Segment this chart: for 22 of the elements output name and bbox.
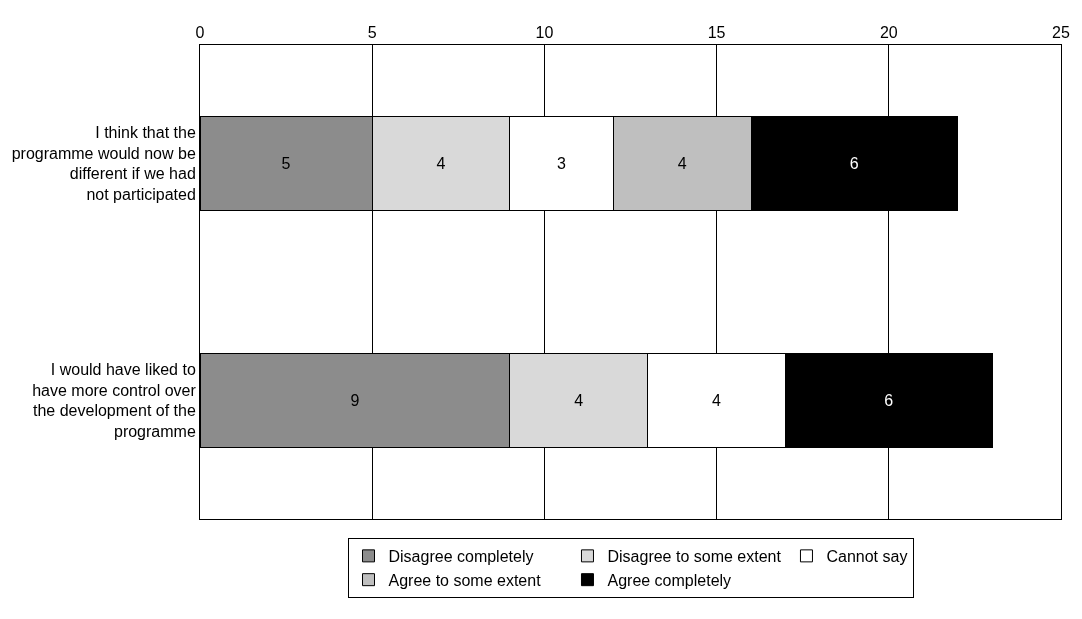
data-label: 4 bbox=[677, 155, 687, 172]
x-tick-label: 20 bbox=[879, 23, 898, 41]
legend-label: Disagree completely bbox=[388, 548, 534, 566]
data-label: 6 bbox=[849, 155, 859, 172]
x-tick-label: 0 bbox=[195, 23, 205, 41]
y-tick-label: I think that the programme would now be different if we had not participated bbox=[11, 123, 196, 204]
y-tick-label: I would have liked to have more control over the development of the programme bbox=[32, 360, 197, 441]
data-label: 4 bbox=[574, 392, 584, 409]
legend-label: Agree to some extent bbox=[388, 571, 542, 589]
data-label: 9 bbox=[350, 392, 360, 409]
x-tick-label: 5 bbox=[367, 23, 377, 41]
data-label: 4 bbox=[436, 155, 446, 172]
data-label: 6 bbox=[884, 392, 894, 409]
x-tick-label: 25 bbox=[1052, 23, 1070, 41]
x-tick-label: 15 bbox=[707, 23, 726, 41]
legend-label: Disagree to some extent bbox=[607, 548, 782, 566]
legend-label: Cannot say bbox=[826, 548, 908, 566]
data-label: 4 bbox=[712, 392, 722, 409]
data-label: 3 bbox=[557, 155, 567, 172]
x-tick-label: 10 bbox=[535, 23, 554, 41]
legend-label: Agree completely bbox=[607, 571, 732, 589]
data-label: 5 bbox=[281, 155, 291, 172]
